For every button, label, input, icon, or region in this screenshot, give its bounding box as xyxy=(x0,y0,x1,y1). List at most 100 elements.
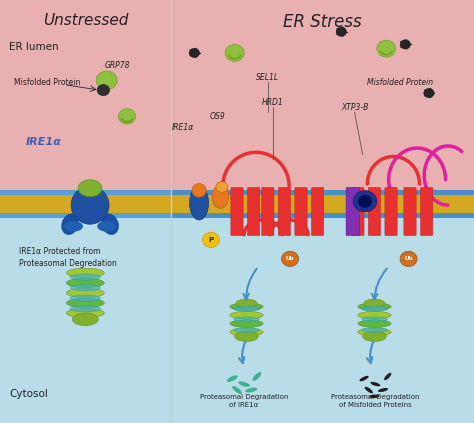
Text: Proteasomal Degradation
of IRE1α: Proteasomal Degradation of IRE1α xyxy=(200,394,288,408)
Ellipse shape xyxy=(230,320,263,327)
FancyBboxPatch shape xyxy=(346,187,360,236)
Ellipse shape xyxy=(369,395,380,398)
FancyBboxPatch shape xyxy=(311,187,324,236)
Ellipse shape xyxy=(192,184,206,197)
Text: Proteasomal Degradation
of Misfolded Proteins: Proteasomal Degradation of Misfolded Pro… xyxy=(331,394,419,408)
Ellipse shape xyxy=(361,306,388,311)
FancyBboxPatch shape xyxy=(295,187,307,236)
Ellipse shape xyxy=(358,328,391,336)
FancyBboxPatch shape xyxy=(278,187,291,236)
Circle shape xyxy=(336,27,346,36)
Ellipse shape xyxy=(235,331,258,342)
Ellipse shape xyxy=(245,387,257,393)
Ellipse shape xyxy=(66,268,104,277)
Bar xyxy=(0,0,474,203)
Ellipse shape xyxy=(66,288,104,298)
Circle shape xyxy=(400,251,417,266)
FancyBboxPatch shape xyxy=(231,187,243,236)
Circle shape xyxy=(96,71,117,90)
FancyBboxPatch shape xyxy=(352,187,364,236)
Text: Cytosol: Cytosol xyxy=(9,389,48,399)
Ellipse shape xyxy=(66,308,104,318)
Ellipse shape xyxy=(230,303,263,310)
Ellipse shape xyxy=(238,382,250,387)
Text: Ub: Ub xyxy=(286,256,294,261)
Ellipse shape xyxy=(365,387,373,393)
Bar xyxy=(0,190,171,195)
Text: SEL1L: SEL1L xyxy=(256,74,279,82)
Ellipse shape xyxy=(358,311,391,319)
Ellipse shape xyxy=(70,274,100,280)
Ellipse shape xyxy=(62,214,79,235)
Ellipse shape xyxy=(371,382,380,386)
Ellipse shape xyxy=(71,186,109,224)
Bar xyxy=(0,203,474,423)
Ellipse shape xyxy=(64,221,83,232)
Text: ER lumen: ER lumen xyxy=(9,42,59,52)
Text: OS9: OS9 xyxy=(209,112,225,121)
Text: Misfolded Protein: Misfolded Protein xyxy=(367,78,434,87)
Circle shape xyxy=(202,232,219,247)
Ellipse shape xyxy=(378,388,388,392)
Ellipse shape xyxy=(66,278,104,288)
Ellipse shape xyxy=(212,185,228,209)
Circle shape xyxy=(282,251,299,266)
FancyBboxPatch shape xyxy=(385,187,397,236)
Ellipse shape xyxy=(190,186,209,220)
Text: Misfolded Protein: Misfolded Protein xyxy=(14,78,81,87)
Circle shape xyxy=(225,44,244,61)
Ellipse shape xyxy=(70,305,100,312)
Bar xyxy=(0,213,171,218)
Ellipse shape xyxy=(364,299,385,308)
Ellipse shape xyxy=(233,327,260,332)
Ellipse shape xyxy=(232,386,242,394)
Circle shape xyxy=(424,88,434,98)
Ellipse shape xyxy=(358,320,391,327)
Text: IRE1α: IRE1α xyxy=(172,123,193,132)
Ellipse shape xyxy=(66,298,104,308)
Ellipse shape xyxy=(78,180,102,197)
FancyBboxPatch shape xyxy=(247,187,260,236)
Text: P: P xyxy=(209,237,213,243)
Bar xyxy=(0,213,474,218)
Circle shape xyxy=(358,195,372,208)
Ellipse shape xyxy=(227,375,238,382)
FancyBboxPatch shape xyxy=(262,187,274,236)
Circle shape xyxy=(97,85,109,96)
Text: ER Stress: ER Stress xyxy=(283,13,362,31)
Ellipse shape xyxy=(233,306,260,311)
Text: IRE1α Protected from
Proteasomal Degredation: IRE1α Protected from Proteasomal Degreda… xyxy=(19,247,117,268)
Ellipse shape xyxy=(361,327,388,332)
Ellipse shape xyxy=(72,313,99,326)
Ellipse shape xyxy=(101,214,118,235)
Circle shape xyxy=(189,48,200,58)
Ellipse shape xyxy=(361,317,388,322)
Ellipse shape xyxy=(384,373,392,380)
Ellipse shape xyxy=(70,295,100,301)
Text: GRP78: GRP78 xyxy=(104,61,130,70)
Circle shape xyxy=(353,191,377,212)
Ellipse shape xyxy=(97,221,116,232)
FancyBboxPatch shape xyxy=(368,187,381,236)
Circle shape xyxy=(400,40,410,49)
Bar xyxy=(0,195,474,213)
Ellipse shape xyxy=(363,331,386,342)
Ellipse shape xyxy=(236,299,257,308)
Circle shape xyxy=(377,40,396,57)
Circle shape xyxy=(118,109,136,124)
Bar xyxy=(0,190,474,195)
Text: HRD1: HRD1 xyxy=(262,98,284,107)
Text: IRE1α: IRE1α xyxy=(26,137,62,147)
Text: Unstressed: Unstressed xyxy=(43,13,128,27)
Text: XTP3-B: XTP3-B xyxy=(341,103,368,112)
Ellipse shape xyxy=(230,311,263,319)
Ellipse shape xyxy=(253,372,261,381)
Ellipse shape xyxy=(233,317,260,322)
FancyBboxPatch shape xyxy=(404,187,416,236)
Ellipse shape xyxy=(70,284,100,291)
Ellipse shape xyxy=(230,328,263,336)
Text: Ub: Ub xyxy=(404,256,413,261)
Ellipse shape xyxy=(216,182,228,192)
FancyBboxPatch shape xyxy=(420,187,433,236)
Ellipse shape xyxy=(358,303,391,310)
